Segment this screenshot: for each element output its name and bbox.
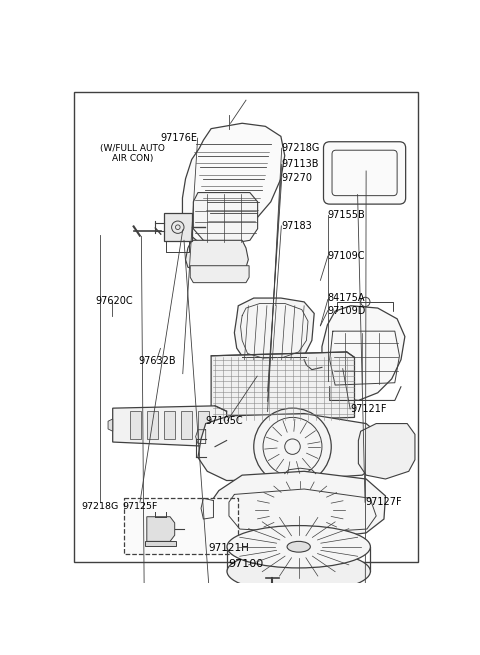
Polygon shape (198, 411, 209, 439)
Polygon shape (164, 411, 175, 439)
Polygon shape (322, 306, 405, 400)
Polygon shape (211, 472, 385, 540)
Text: 97109C: 97109C (328, 251, 365, 261)
Polygon shape (164, 214, 192, 241)
Polygon shape (130, 411, 141, 439)
Text: 97121H: 97121H (209, 542, 250, 553)
Polygon shape (193, 193, 258, 244)
Polygon shape (113, 406, 227, 447)
Text: 97113B: 97113B (282, 159, 319, 170)
Text: 97121F: 97121F (350, 404, 387, 414)
FancyBboxPatch shape (324, 141, 406, 204)
Text: 84175A: 84175A (328, 293, 365, 303)
Polygon shape (181, 411, 192, 439)
Polygon shape (276, 533, 299, 544)
Text: 97270: 97270 (282, 173, 312, 183)
Polygon shape (145, 542, 176, 546)
Polygon shape (198, 413, 382, 481)
Polygon shape (182, 123, 285, 246)
Text: 97218G: 97218G (282, 143, 320, 153)
Polygon shape (234, 298, 314, 367)
Polygon shape (147, 517, 175, 542)
Polygon shape (359, 424, 415, 479)
Text: 97109D: 97109D (328, 306, 366, 316)
Text: 97176E: 97176E (160, 133, 197, 143)
Text: (W/FULL AUTO
AIR CON): (W/FULL AUTO AIR CON) (100, 143, 165, 163)
Text: 97125F: 97125F (122, 502, 157, 511)
Ellipse shape (227, 525, 371, 568)
Text: 97100: 97100 (228, 559, 264, 569)
Text: 97155B: 97155B (328, 210, 366, 220)
Text: 97620C: 97620C (96, 295, 133, 305)
Text: 97632B: 97632B (138, 356, 176, 366)
Text: 97183: 97183 (281, 221, 312, 231)
Polygon shape (190, 266, 249, 283)
Polygon shape (211, 352, 355, 421)
Text: 97127F: 97127F (365, 497, 402, 507)
Text: 97218G: 97218G (82, 502, 119, 511)
Ellipse shape (227, 550, 371, 593)
Polygon shape (186, 240, 248, 270)
Polygon shape (147, 411, 157, 439)
Polygon shape (260, 560, 281, 578)
Text: 97105C: 97105C (205, 415, 243, 426)
Ellipse shape (287, 542, 311, 552)
Polygon shape (108, 419, 113, 431)
Bar (123, 498, 238, 553)
